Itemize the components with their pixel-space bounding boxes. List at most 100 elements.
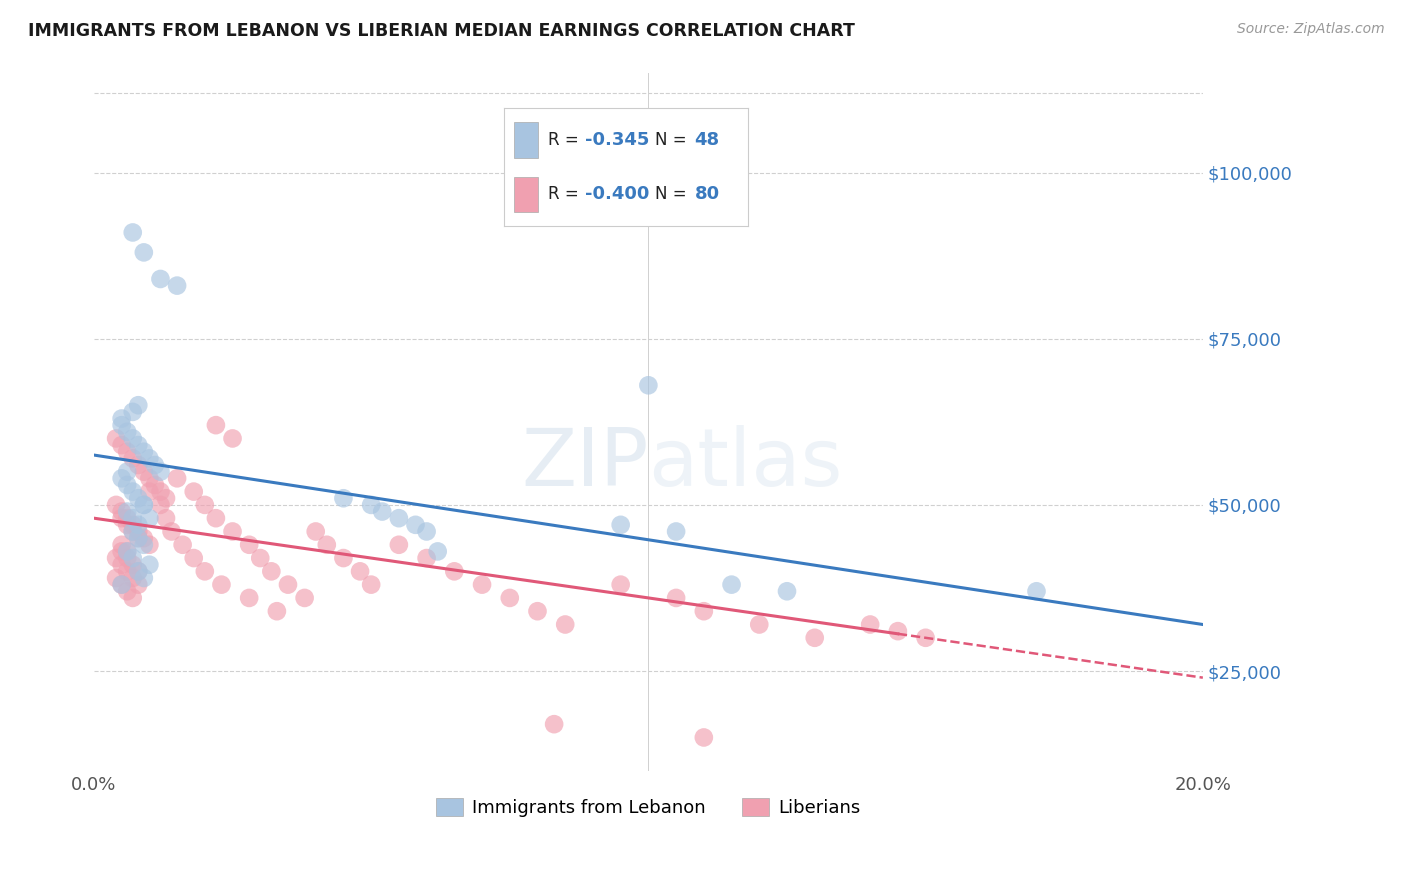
Text: atlas: atlas — [648, 425, 842, 503]
Point — [127, 531, 149, 545]
Point — [132, 531, 155, 545]
Point — [121, 591, 143, 605]
Point — [111, 558, 134, 572]
Point — [748, 617, 770, 632]
Point — [127, 577, 149, 591]
Point — [115, 517, 138, 532]
Point — [776, 584, 799, 599]
Point — [111, 471, 134, 485]
Point — [720, 577, 742, 591]
Point — [499, 591, 522, 605]
Point — [132, 245, 155, 260]
Point — [238, 591, 260, 605]
Point — [138, 558, 160, 572]
Point — [249, 551, 271, 566]
Point — [105, 432, 128, 446]
Point — [132, 538, 155, 552]
Point — [859, 617, 882, 632]
Point — [415, 551, 437, 566]
Point — [111, 438, 134, 452]
Point — [526, 604, 548, 618]
Point — [138, 484, 160, 499]
Point — [115, 584, 138, 599]
Point — [166, 471, 188, 485]
Point — [111, 504, 134, 518]
Point — [155, 511, 177, 525]
Point — [332, 551, 354, 566]
Point — [111, 577, 134, 591]
Point — [665, 524, 688, 539]
Point — [121, 551, 143, 566]
Point — [238, 538, 260, 552]
Point — [609, 517, 631, 532]
Point — [111, 511, 134, 525]
Point — [149, 498, 172, 512]
Point — [183, 551, 205, 566]
Point — [111, 538, 134, 552]
Point — [121, 405, 143, 419]
Point — [315, 538, 337, 552]
Point — [115, 444, 138, 458]
Point — [143, 458, 166, 472]
Point — [693, 731, 716, 745]
Point — [887, 624, 910, 639]
Point — [121, 571, 143, 585]
Point — [121, 226, 143, 240]
Point — [1025, 584, 1047, 599]
Point — [205, 418, 228, 433]
Point — [127, 524, 149, 539]
Point — [105, 498, 128, 512]
Point — [471, 577, 494, 591]
Point — [183, 484, 205, 499]
Point — [160, 524, 183, 539]
Point — [115, 465, 138, 479]
Point — [115, 425, 138, 439]
Point — [132, 498, 155, 512]
Point — [111, 418, 134, 433]
Point — [121, 517, 143, 532]
Point — [127, 491, 149, 506]
Point — [637, 378, 659, 392]
Point — [115, 544, 138, 558]
Point — [266, 604, 288, 618]
Point — [127, 565, 149, 579]
Point — [554, 617, 576, 632]
Point — [115, 478, 138, 492]
Point — [443, 565, 465, 579]
Point — [121, 484, 143, 499]
Point — [205, 511, 228, 525]
Point — [260, 565, 283, 579]
Point — [111, 577, 134, 591]
Point — [360, 577, 382, 591]
Point — [693, 604, 716, 618]
Point — [149, 272, 172, 286]
Point — [138, 471, 160, 485]
Point — [111, 411, 134, 425]
Point — [105, 571, 128, 585]
Text: IMMIGRANTS FROM LEBANON VS LIBERIAN MEDIAN EARNINGS CORRELATION CHART: IMMIGRANTS FROM LEBANON VS LIBERIAN MEDI… — [28, 22, 855, 40]
Point — [360, 498, 382, 512]
Point — [803, 631, 825, 645]
Point — [172, 538, 194, 552]
Point — [155, 491, 177, 506]
Point — [127, 531, 149, 545]
Point — [914, 631, 936, 645]
Point — [132, 465, 155, 479]
Point — [149, 465, 172, 479]
Point — [665, 591, 688, 605]
Point — [211, 577, 233, 591]
Point — [115, 511, 138, 525]
Point — [127, 517, 149, 532]
Point — [149, 484, 172, 499]
Point — [121, 451, 143, 466]
Point — [132, 571, 155, 585]
Point — [194, 498, 217, 512]
Point — [305, 524, 328, 539]
Point — [221, 524, 243, 539]
Point — [132, 444, 155, 458]
Point — [121, 524, 143, 539]
Point — [277, 577, 299, 591]
Point — [132, 498, 155, 512]
Point — [138, 538, 160, 552]
Point — [121, 432, 143, 446]
